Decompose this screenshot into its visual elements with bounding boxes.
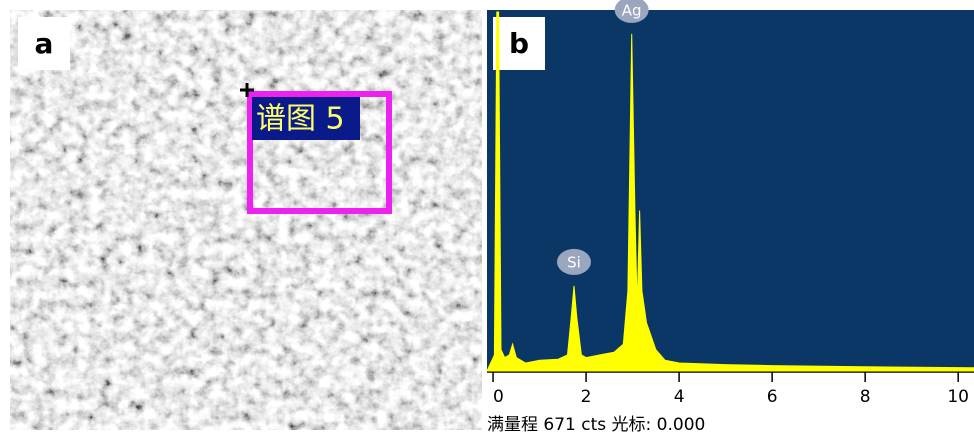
panel-label: b: [509, 27, 529, 60]
x-tick-label: 10: [947, 387, 969, 407]
footer: 满量程 671 cts 光标: 0.000: [487, 415, 705, 435]
x-tick-label: 8: [860, 387, 871, 407]
x-tick-label: 2: [581, 387, 592, 407]
panel-label: a: [35, 27, 54, 60]
panel-a: a 谱图 5: [10, 10, 482, 430]
sem-image: [10, 10, 482, 430]
panel-b: b 满量程 671 cts 光标: 0.000 0 2 4 6 8 10 Ag Si: [487, 0, 974, 435]
x-tick-label: 4: [674, 387, 685, 407]
x-tick-label: 6: [767, 387, 778, 407]
figure: a 谱图 5 b 满量程 671 cts 光标: 0.000 0 2 4 6 8 10 Ag…: [0, 0, 974, 438]
annotation: 谱图 5: [256, 102, 345, 137]
plot-area: [487, 10, 974, 372]
x-tick-label: 0: [493, 387, 504, 407]
peak-label: Si: [567, 253, 581, 271]
peak-label: Ag: [622, 1, 642, 19]
